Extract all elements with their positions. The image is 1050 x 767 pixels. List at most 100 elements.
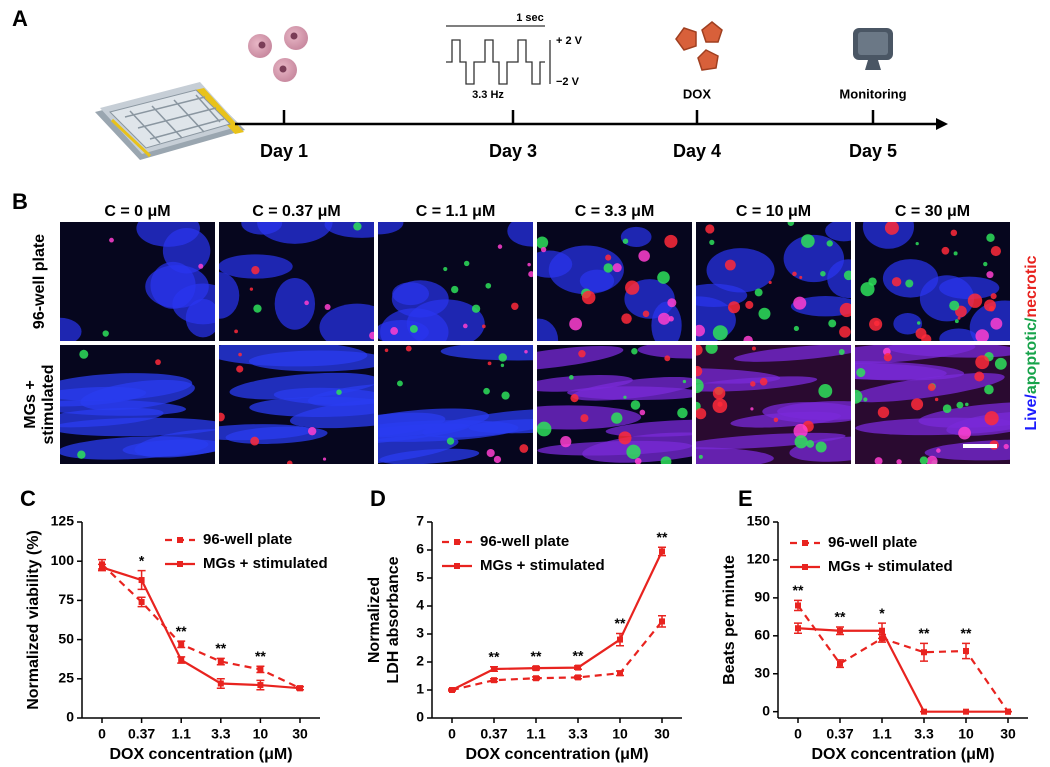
y-tick-label: 60 xyxy=(754,627,770,643)
cell xyxy=(79,349,89,359)
cell xyxy=(487,361,492,366)
x-tick-label: 30 xyxy=(292,726,308,742)
x-tick-label: 0.37 xyxy=(480,726,507,742)
cell xyxy=(949,300,960,311)
panel-label: A xyxy=(12,6,28,31)
data-point xyxy=(533,675,539,682)
cell xyxy=(793,296,807,310)
cell xyxy=(611,412,623,424)
cell xyxy=(793,325,800,332)
data-point xyxy=(217,680,224,687)
fluorescence xyxy=(172,283,215,325)
micrograph xyxy=(696,345,851,464)
cell xyxy=(754,288,763,297)
cell xyxy=(759,377,768,386)
cell xyxy=(77,450,86,459)
cell xyxy=(986,233,995,242)
data-point xyxy=(533,665,539,672)
cell xyxy=(524,349,528,354)
data-point xyxy=(257,666,264,673)
cell xyxy=(527,262,531,267)
fluorescence xyxy=(537,345,624,371)
y-tick-label: 7 xyxy=(416,513,424,529)
cell xyxy=(626,444,641,460)
cell xyxy=(941,246,950,255)
significance-label: ** xyxy=(176,623,187,639)
significance-label: * xyxy=(139,552,145,568)
cell xyxy=(990,293,997,300)
fluorescence xyxy=(289,396,374,429)
cell xyxy=(109,237,114,243)
series-line xyxy=(797,627,1008,713)
cell xyxy=(957,316,961,320)
cell xyxy=(155,359,161,366)
cell xyxy=(839,302,851,318)
cell xyxy=(956,401,964,409)
y-tick-label: 120 xyxy=(747,551,771,567)
significance-label: ** xyxy=(657,529,668,545)
fluorescence xyxy=(919,275,975,322)
data-point xyxy=(491,666,497,672)
data-point xyxy=(491,677,497,684)
micrograph xyxy=(537,222,692,341)
fluorescence xyxy=(249,396,374,417)
cell xyxy=(570,394,579,403)
cell xyxy=(639,409,646,416)
cell xyxy=(369,331,374,340)
waveform xyxy=(446,25,551,85)
column-title: C = 0 μM xyxy=(104,203,170,220)
row-label: stimulated xyxy=(40,364,57,444)
data-point xyxy=(617,670,623,677)
fluorescence xyxy=(939,328,978,341)
data-point xyxy=(921,649,927,656)
cell xyxy=(838,349,845,355)
day-label: Day 3 xyxy=(489,141,537,161)
legend-label: 96-well plate xyxy=(480,533,569,550)
significance-label: * xyxy=(879,605,885,621)
significance-label: ** xyxy=(961,625,972,641)
y-tick-label: 4 xyxy=(416,597,424,613)
cell xyxy=(921,334,932,341)
cell xyxy=(839,326,851,338)
cell xyxy=(324,303,331,310)
legend-marker xyxy=(454,563,460,569)
cell xyxy=(965,402,969,407)
cell xyxy=(750,407,754,411)
y-tick-label: 30 xyxy=(754,664,770,680)
panel-label: C xyxy=(20,486,36,511)
cell xyxy=(705,345,718,354)
row-label: MGs + xyxy=(22,380,39,428)
cell xyxy=(994,357,1007,370)
cell xyxy=(580,414,589,423)
cell xyxy=(537,421,552,437)
series-line xyxy=(451,620,663,692)
cell xyxy=(815,441,827,453)
cell xyxy=(974,371,985,382)
x-tick-label: 10 xyxy=(958,726,974,742)
column-title: C = 1.1 μM xyxy=(416,203,496,220)
cell xyxy=(958,426,971,440)
fluorescence xyxy=(324,222,374,238)
fluorescence xyxy=(274,277,316,330)
cell xyxy=(409,324,418,333)
cell xyxy=(528,271,533,278)
cell xyxy=(696,365,703,377)
cell xyxy=(934,397,939,402)
data-point xyxy=(575,664,581,671)
fluorescence xyxy=(319,303,374,341)
cell xyxy=(884,222,899,235)
micrograph xyxy=(219,345,374,464)
cell xyxy=(250,436,260,446)
cell xyxy=(874,457,883,464)
cell xyxy=(219,412,225,422)
data-point xyxy=(178,656,185,663)
cell xyxy=(578,349,586,358)
stain-legend: Live/apoptotic/necrotic xyxy=(1023,255,1040,430)
y-tick-label: 25 xyxy=(58,670,74,686)
chart: 0 30 60 90 120 150 0 0.37 1.1 3.3 10 30 DOX concentr… xyxy=(721,513,1028,763)
cell xyxy=(390,327,399,335)
day-label: Day 5 xyxy=(849,141,897,161)
data-point xyxy=(1005,708,1011,715)
fluorescence xyxy=(706,248,775,293)
